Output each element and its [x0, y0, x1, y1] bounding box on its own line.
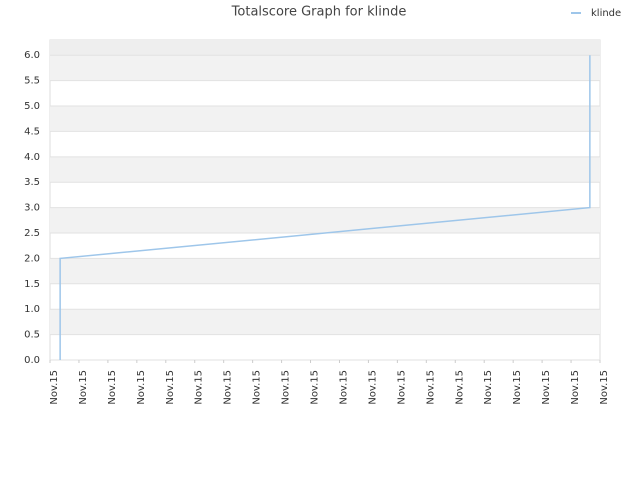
x-tick-label: Nov.15: [541, 370, 552, 405]
x-tick-label: Nov.15: [599, 370, 610, 405]
y-tick-label: 3.5: [24, 177, 40, 188]
y-tick-label: 0.5: [24, 330, 40, 341]
y-tick-label: 4.5: [24, 126, 40, 137]
grid-band: [50, 207, 600, 234]
x-tick-label: Nov.15: [281, 370, 292, 405]
y-tick-label: 2.0: [24, 253, 40, 264]
x-tick-label: Nov.15: [396, 370, 407, 405]
grid-band: [50, 40, 600, 56]
y-tick-label: 6.0: [24, 50, 40, 61]
x-tick-label: Nov.15: [512, 370, 523, 405]
legend-label: klinde: [591, 8, 621, 19]
y-tick-label: 3.0: [24, 203, 40, 214]
y-tick-label: 5.5: [24, 76, 40, 87]
grid-band: [50, 258, 600, 284]
x-tick-label: Nov.15: [483, 370, 494, 405]
x-tick-label: Nov.15: [136, 370, 147, 405]
x-tick-label: Nov.15: [252, 370, 263, 405]
y-tick-label: 5.0: [24, 101, 40, 112]
y-tick-label: 1.5: [24, 279, 40, 290]
x-tick-label: Nov.15: [454, 370, 465, 405]
x-tick-label: Nov.15: [49, 370, 60, 405]
x-tick-label: Nov.15: [425, 370, 436, 405]
x-tick-label: Nov.15: [570, 370, 581, 405]
x-tick-label: Nov.15: [310, 370, 321, 405]
x-tick-label: Nov.15: [78, 370, 89, 405]
chart-title: Totalscore Graph for klinde: [231, 5, 407, 20]
x-tick-label: Nov.15: [367, 370, 378, 405]
x-tick-label: Nov.15: [223, 370, 234, 405]
grid-band: [50, 55, 600, 81]
y-tick-label: 4.0: [24, 152, 40, 163]
grid-band: [50, 309, 600, 335]
x-tick-label: Nov.15: [194, 370, 205, 405]
x-tick-label: Nov.15: [165, 370, 176, 405]
y-tick-label: 1.0: [24, 304, 40, 315]
x-tick-label: Nov.15: [338, 370, 349, 405]
grid-band: [50, 106, 600, 132]
y-tick-label: 2.5: [24, 228, 40, 239]
y-tick-label: 0.0: [24, 355, 40, 366]
line-series: [59, 55, 591, 360]
plot-area: [49, 39, 601, 361]
grid-band: [50, 156, 600, 183]
x-tick-label: Nov.15: [107, 370, 118, 405]
